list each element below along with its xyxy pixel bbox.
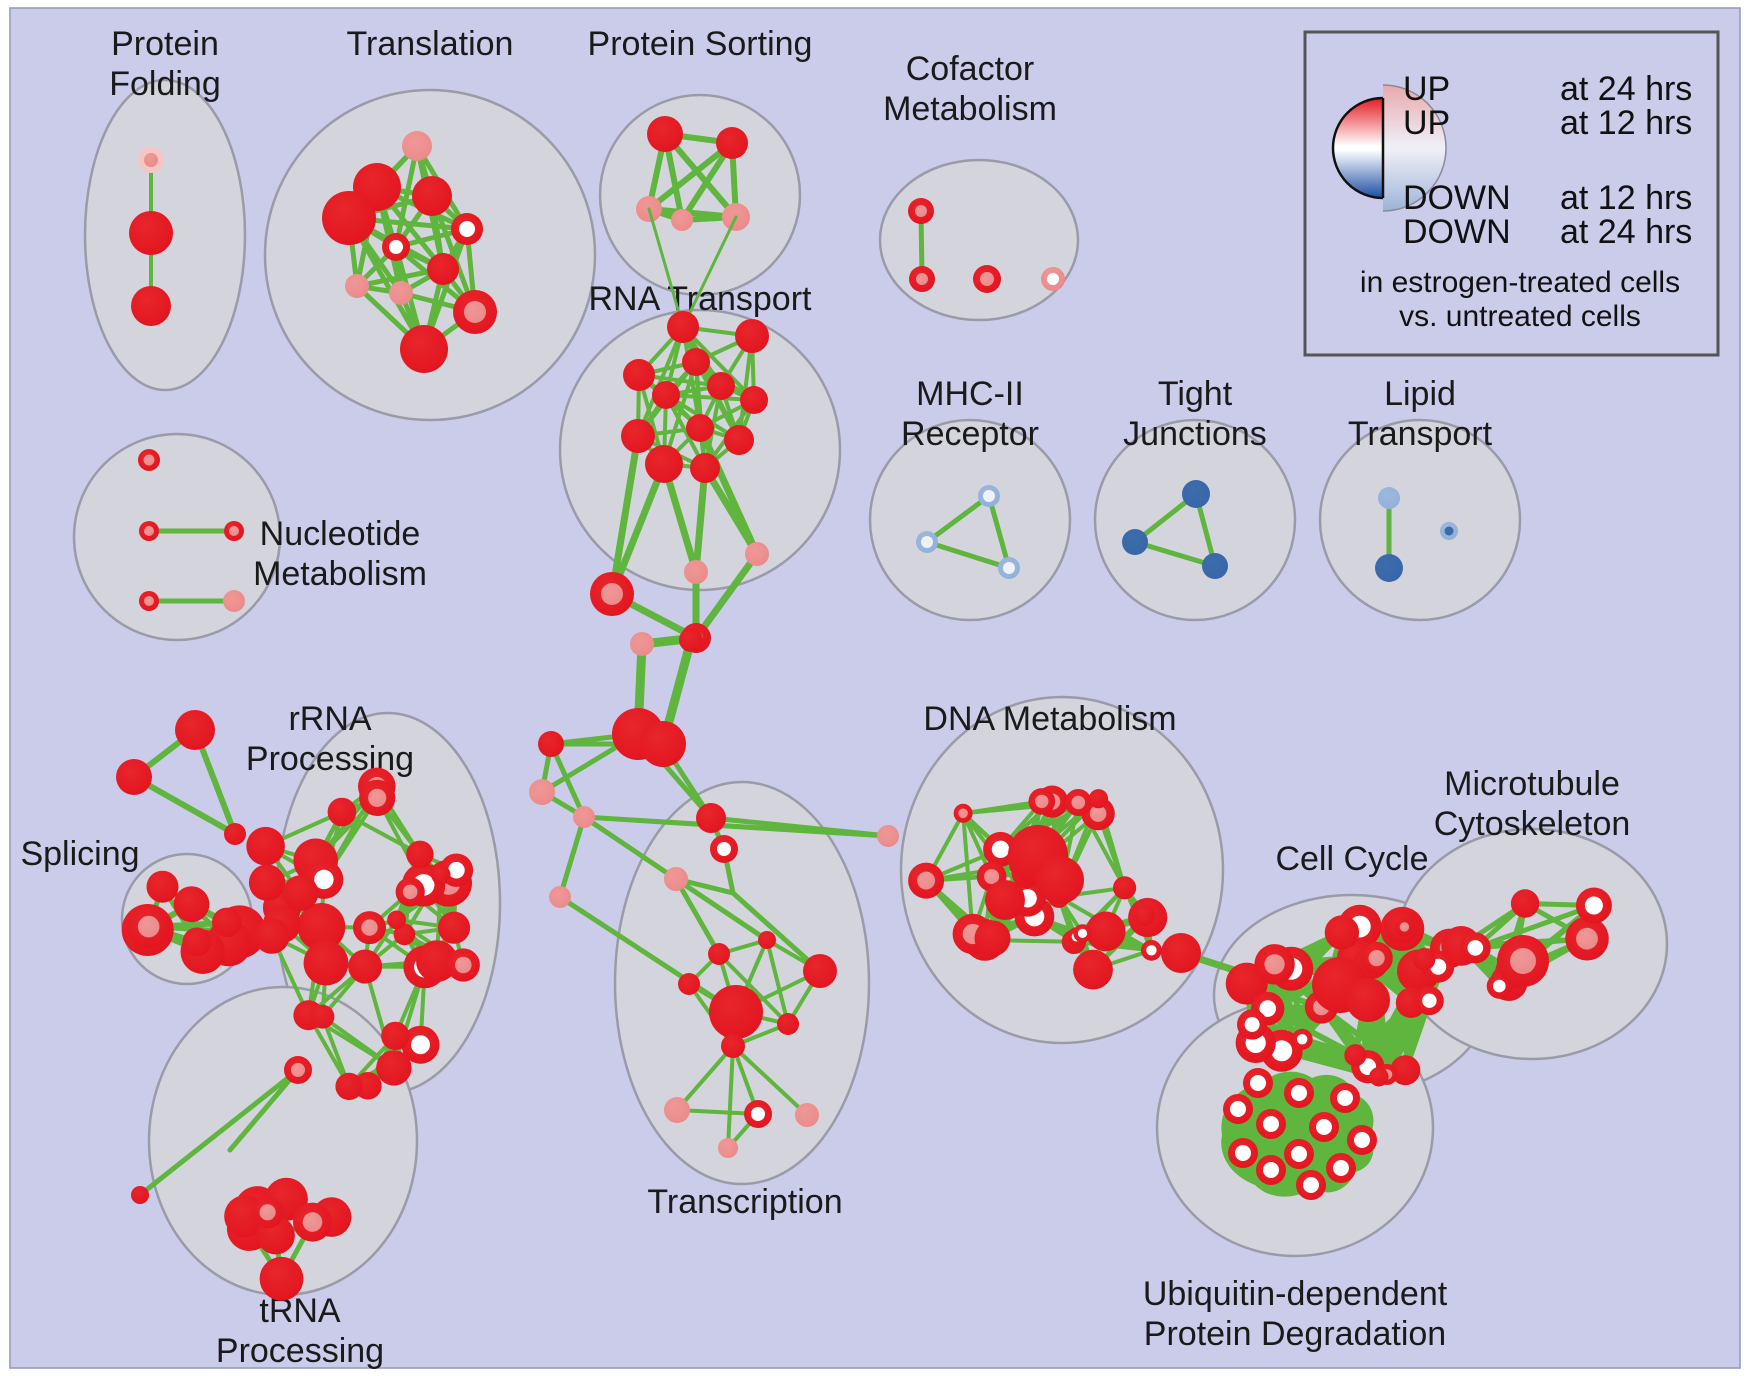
svg-text:Ubiquitin-dependent: Ubiquitin-dependent <box>1143 1275 1448 1313</box>
svg-text:Nucleotide: Nucleotide <box>260 515 421 553</box>
svg-text:Folding: Folding <box>109 65 221 103</box>
svg-text:Cofactor: Cofactor <box>906 50 1035 88</box>
svg-text:MHC-II: MHC-II <box>916 375 1024 413</box>
svg-text:DOWN: DOWN <box>1403 213 1511 251</box>
svg-text:Protein Sorting: Protein Sorting <box>588 25 813 63</box>
svg-text:Cell Cycle: Cell Cycle <box>1275 840 1428 878</box>
svg-text:Metabolism: Metabolism <box>253 555 427 593</box>
svg-text:Cytoskeleton: Cytoskeleton <box>1434 805 1631 843</box>
svg-text:at 24 hrs: at 24 hrs <box>1560 70 1692 108</box>
svg-text:Lipid: Lipid <box>1384 375 1456 413</box>
svg-text:Translation: Translation <box>347 25 514 63</box>
svg-text:Junctions: Junctions <box>1123 415 1267 453</box>
svg-text:at 12 hrs: at 12 hrs <box>1560 104 1692 142</box>
svg-text:Receptor: Receptor <box>901 415 1039 453</box>
svg-text:rRNA: rRNA <box>288 700 371 738</box>
svg-text:Processing: Processing <box>216 1332 384 1370</box>
svg-text:Metabolism: Metabolism <box>883 90 1057 128</box>
svg-text:Protein Degradation: Protein Degradation <box>1144 1315 1446 1353</box>
svg-text:Transport: Transport <box>1348 415 1493 453</box>
svg-text:Protein: Protein <box>111 25 219 63</box>
svg-text:DOWN: DOWN <box>1403 179 1511 217</box>
svg-text:UP: UP <box>1403 104 1450 142</box>
svg-text:Tight: Tight <box>1158 375 1233 413</box>
svg-text:at 12 hrs: at 12 hrs <box>1560 179 1692 217</box>
svg-text:Microtubule: Microtubule <box>1444 765 1620 803</box>
svg-text:vs. untreated cells: vs. untreated cells <box>1399 300 1641 333</box>
svg-text:in estrogen-treated cells: in estrogen-treated cells <box>1360 266 1680 299</box>
svg-text:RNA Transport: RNA Transport <box>589 280 813 318</box>
svg-text:Transcription: Transcription <box>647 1183 842 1221</box>
svg-text:Splicing: Splicing <box>20 835 139 873</box>
svg-text:UP: UP <box>1403 70 1450 108</box>
svg-text:DNA Metabolism: DNA Metabolism <box>923 700 1176 738</box>
svg-text:at 24 hrs: at 24 hrs <box>1560 213 1692 251</box>
